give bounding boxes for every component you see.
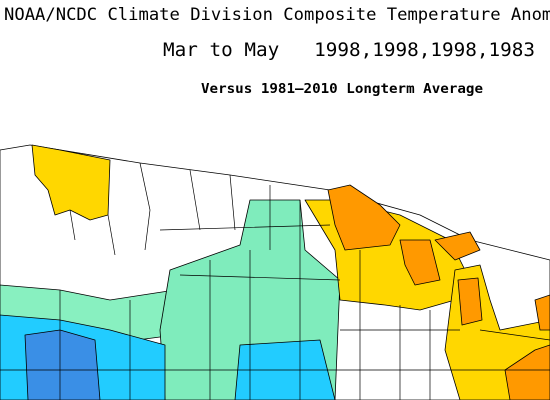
- region-orange-up: [434, 231, 481, 261]
- region-orange-mn: [327, 184, 401, 251]
- region-blue: [24, 329, 101, 400]
- map-note: Versus 1981–2010 Longterm Average: [201, 82, 483, 97]
- region-orange-ne: [504, 344, 550, 400]
- region-orange-ne2: [534, 294, 550, 331]
- map-title: NOAA/NCDC Climate Division Composite Tem…: [4, 5, 550, 25]
- map-period: Mar to May 1998,1998,1998,1983: [163, 39, 535, 61]
- region-yellow-nw: [31, 144, 111, 221]
- climate-divisions: [0, 144, 550, 400]
- division-lines: [0, 162, 550, 400]
- region-orange-mi: [457, 277, 483, 326]
- region-orange-wi: [399, 239, 441, 286]
